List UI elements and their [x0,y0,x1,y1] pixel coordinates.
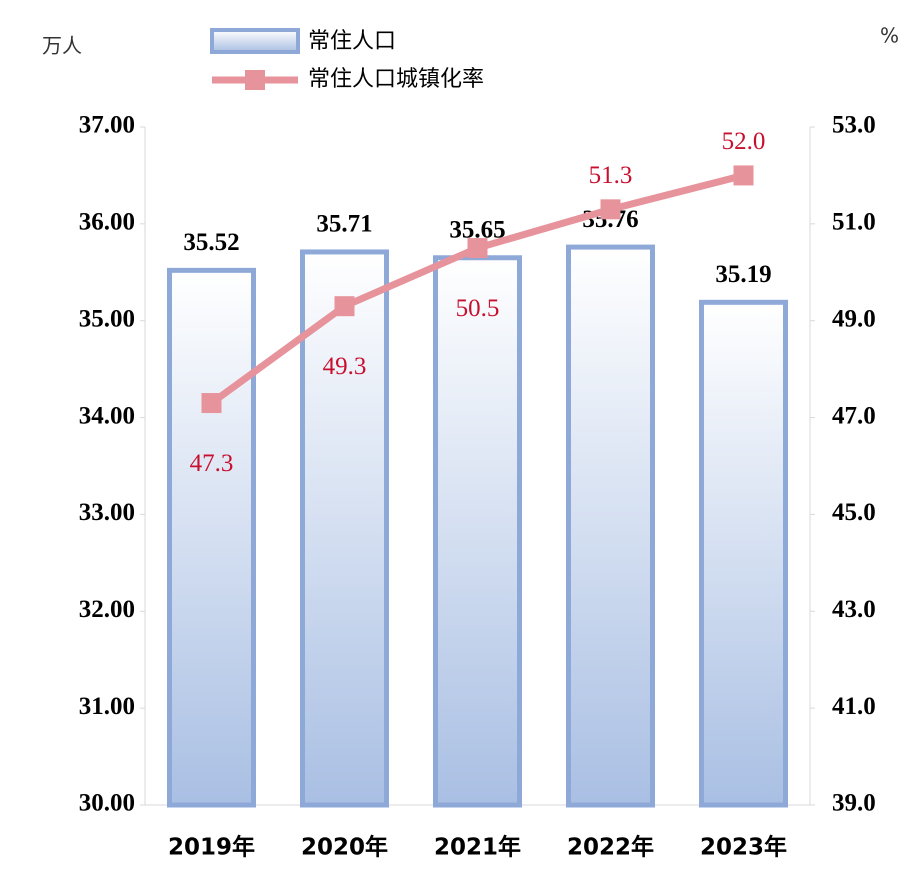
y-tick-label: 36.00 [79,209,135,236]
bar-value-label: 35.52 [183,229,239,256]
bar-value-label: 35.19 [715,261,771,288]
line-marker [733,165,754,186]
x-tick-label: 2019年 [168,834,255,861]
y2-tick-label: 39.0 [832,790,876,817]
y2-unit: % [880,24,899,48]
line-value-label: 51.3 [589,162,633,189]
y2-tick-label: 53.0 [832,112,876,139]
y-tick-label: 33.00 [79,499,135,526]
bar [566,244,655,808]
y2-tick-label: 45.0 [832,499,876,526]
bar [167,267,256,808]
line-value-label: 52.0 [722,128,766,155]
y-tick-label: 37.00 [79,112,135,139]
y2-tick-label: 41.0 [832,693,876,720]
y-tick-label: 35.00 [79,305,135,332]
line-value-label: 47.3 [190,450,234,477]
line-value-label: 50.5 [456,295,500,322]
y2-tick-label: 49.0 [832,305,876,332]
legend-label: 常住人口 [308,29,396,54]
y2-tick-label: 47.0 [832,402,876,429]
x-tick-label: 2020年 [301,834,388,861]
legend-label: 常住人口城镇化率 [308,67,484,92]
y-tick-label: 34.00 [79,402,135,429]
bar-value-label: 35.71 [316,211,372,238]
x-tick-label: 2023年 [700,834,787,861]
line-marker [600,199,621,220]
x-tick-label: 2021年 [434,834,521,861]
y-tick-label: 30.00 [79,790,135,817]
bar [699,299,788,808]
line-marker [334,296,355,317]
line-marker [467,238,488,259]
bar [300,249,389,808]
y-unit: 万人 [42,34,82,58]
legend-marker [245,70,265,90]
y-tick-label: 31.00 [79,693,135,720]
y2-tick-label: 43.0 [832,596,876,623]
y2-tick-label: 51.0 [832,209,876,236]
y-tick-label: 32.00 [79,596,135,623]
line-value-label: 49.3 [323,353,367,380]
bar [433,255,522,808]
legend-swatch [210,28,300,54]
line-marker [201,393,222,414]
x-tick-label: 2022年 [567,834,654,861]
